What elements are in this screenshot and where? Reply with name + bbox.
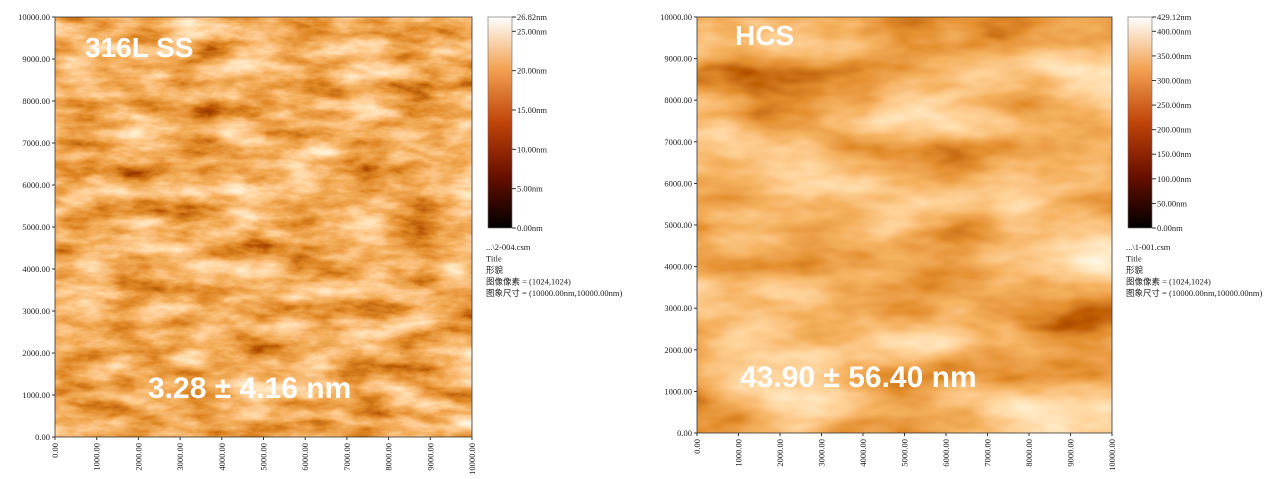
info-line: 形貌 [486, 265, 504, 275]
x-tick-label: 0.00 [50, 443, 60, 458]
info-line: ...\2-004.csm [486, 242, 531, 252]
x-tick-label: 8000.00 [1024, 439, 1034, 467]
y-tick-label: 4000.00 [664, 262, 692, 272]
x-tick-label: 3000.00 [817, 439, 827, 467]
x-tick-label: 6000.00 [300, 443, 310, 471]
afm-image [55, 17, 472, 437]
y-tick-label: 1000.00 [664, 386, 692, 396]
y-tick-label: 7000.00 [664, 137, 692, 147]
info-line: 图象尺寸 = (10000.00nm,10000.00nm) [1126, 288, 1262, 298]
colorbar [487, 16, 513, 229]
y-tick-label: 4000.00 [22, 264, 50, 274]
x-tick-label: 2000.00 [133, 443, 143, 471]
x-tick-label: 0.00 [692, 439, 702, 454]
y-tick-label: 8000.00 [664, 95, 692, 105]
colorbar-tick-label: 429.12nm [1157, 12, 1192, 22]
y-tick-label: 10000.00 [660, 12, 692, 22]
colorbar-tick-label: 300.00nm [1157, 75, 1192, 85]
sample-label: 316L SS [85, 32, 193, 63]
afm-image [697, 17, 1112, 433]
roughness-annotation: 3.28 ± 4.16 nm [148, 372, 351, 405]
x-tick-label: 6000.00 [941, 439, 951, 467]
x-tick-label: 1000.00 [734, 439, 744, 467]
colorbar-tick-label: 150.00nm [1157, 149, 1192, 159]
y-tick-label: 5000.00 [664, 220, 692, 230]
y-tick-label: 9000.00 [22, 54, 50, 64]
x-tick-label: 7000.00 [983, 439, 993, 467]
colorbar-tick-label: 5.00nm [517, 184, 543, 194]
x-tick-label: 9000.00 [1066, 439, 1076, 467]
colorbar-tick-label: 250.00nm [1157, 100, 1192, 110]
y-tick-label: 10000.00 [18, 12, 50, 22]
colorbar-tick-label: 50.00nm [1157, 198, 1187, 208]
y-tick-label: 6000.00 [22, 180, 50, 190]
colorbar-tick-label: 350.00nm [1157, 51, 1192, 61]
y-tick-label: 7000.00 [22, 138, 50, 148]
y-tick-label: 3000.00 [22, 306, 50, 316]
colorbar-tick-label: 400.00nm [1157, 26, 1192, 36]
colorbar-tick-label: 200.00nm [1157, 125, 1192, 135]
y-tick-label: 2000.00 [22, 348, 50, 358]
y-tick-label: 3000.00 [664, 303, 692, 313]
x-tick-label: 7000.00 [342, 443, 352, 471]
y-tick-label: 2000.00 [664, 345, 692, 355]
colorbar-tick-label: 25.00nm [517, 26, 547, 36]
sample-label: HCS [735, 20, 794, 51]
info-line: 图像像素 = (1024,1024) [486, 277, 571, 287]
colorbar-tick-label: 15.00nm [517, 105, 547, 115]
x-tick-label: 5000.00 [259, 443, 269, 471]
info-line: 图像像素 = (1024,1024) [1126, 277, 1211, 287]
colorbar-tick-label: 26.82nm [517, 12, 547, 22]
roughness-annotation: 43.90 ± 56.40 nm [740, 361, 977, 394]
x-tick-label: 10000.00 [1107, 439, 1117, 471]
colorbar-tick-label: 0.00nm [517, 223, 543, 233]
info-line: ...\1-001.csm [1126, 242, 1171, 252]
colorbar [1127, 16, 1153, 229]
colorbar-tick-label: 0.00nm [1157, 223, 1183, 233]
colorbar-tick-label: 20.00nm [517, 66, 547, 76]
x-tick-label: 8000.00 [384, 443, 394, 471]
info-line: Title [486, 254, 502, 264]
x-tick-label: 5000.00 [900, 439, 910, 467]
y-tick-label: 9000.00 [664, 54, 692, 64]
colorbar-tick-label: 100.00nm [1157, 174, 1192, 184]
colorbar-tick-label: 10.00nm [517, 144, 547, 154]
y-tick-label: 6000.00 [664, 178, 692, 188]
x-tick-label: 1000.00 [92, 443, 102, 471]
y-tick-label: 5000.00 [22, 222, 50, 232]
x-tick-label: 3000.00 [175, 443, 185, 471]
info-line: 形貌 [1126, 265, 1144, 275]
info-line: 图象尺寸 = (10000.00nm,10000.00nm) [486, 288, 622, 298]
x-tick-label: 2000.00 [775, 439, 785, 467]
y-tick-label: 0.00 [35, 432, 50, 442]
y-tick-label: 1000.00 [22, 390, 50, 400]
x-tick-label: 9000.00 [425, 443, 435, 471]
y-tick-label: 0.00 [677, 428, 692, 438]
x-tick-label: 4000.00 [858, 439, 868, 467]
y-tick-label: 8000.00 [22, 96, 50, 106]
x-tick-label: 4000.00 [217, 443, 227, 471]
x-tick-label: 10000.00 [467, 443, 477, 475]
info-line: Title [1126, 254, 1142, 264]
